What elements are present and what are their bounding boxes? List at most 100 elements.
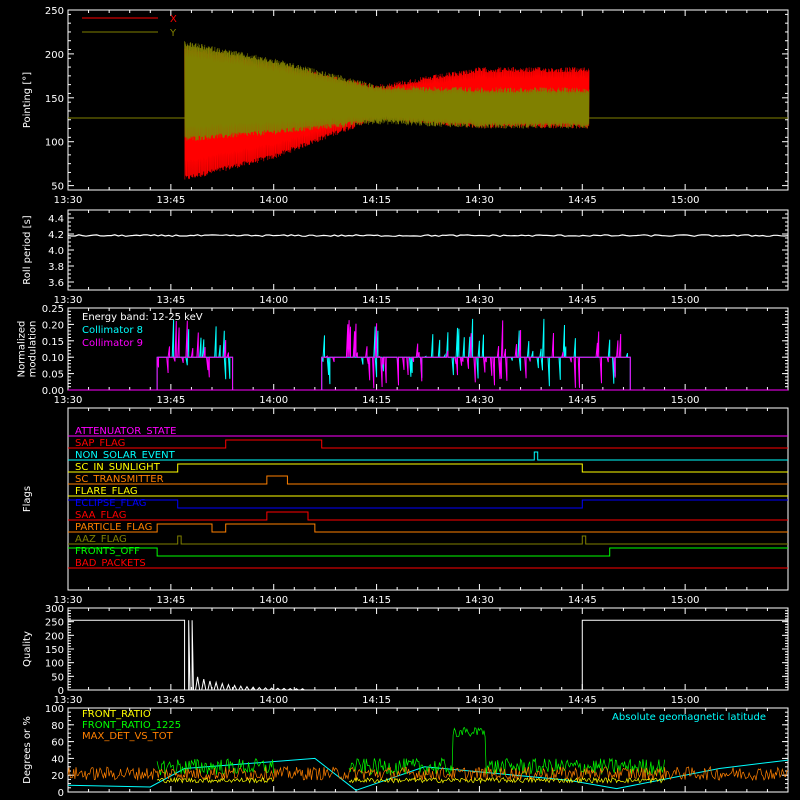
x-tick-label: 15:00 (671, 395, 700, 406)
y-tick-label: 0.20 (42, 320, 64, 331)
y-tick-label: 0 (58, 788, 64, 799)
y-axis-label: Quality (22, 631, 33, 667)
x-tick-label: 14:45 (568, 595, 597, 606)
legend-front-ratio-1225: FRONT_RATIO_1225 (82, 720, 181, 731)
flag-label-flare-flag: FLARE_FLAG (75, 486, 138, 497)
flag-line-sc-transmitter (68, 475, 788, 485)
x-tick-label: 13:30 (54, 195, 83, 206)
y-axis-label: Normalized (17, 321, 28, 378)
panel-frame (67, 407, 789, 591)
x-tick-label: 14:00 (259, 395, 288, 406)
collimator-9-line (156, 320, 234, 391)
legend-label-y: Y (169, 28, 177, 39)
x-tick-label: 14:00 (259, 295, 288, 306)
x-tick-label: 14:15 (362, 295, 391, 306)
flag-line-aaz-flag (68, 535, 788, 545)
annotation-geomagnetic-latitude: Absolute geomagnetic latitude (612, 712, 766, 723)
flag-label-fronts-off: FRONTS_OFF (75, 546, 140, 557)
x-tick-label: 14:15 (362, 395, 391, 406)
y-axis-label: Roll period [s] (22, 215, 33, 284)
legend-energy-band: Energy band: 12-25 keV (82, 312, 203, 323)
panel-modulation: 13:30 13:45 14:00 14:15 14:30 14:45 15:00 0.00 0… (17, 304, 789, 406)
y-tick-label: 3.8 (48, 262, 64, 273)
flag-label-sc-in-sunlight: SC_IN_SUNLIGHT (75, 462, 161, 473)
y-axis-label: Flags (22, 486, 33, 512)
y-tick-label: 100 (45, 704, 64, 715)
flag-line-sc-in-sunlight (68, 463, 788, 473)
y-tick-label: 0.05 (42, 370, 64, 381)
panel-pointing: 13:30 13:45 14:00 14:15 14:30 14:45 15:00 50 100… (22, 6, 789, 206)
x-tick-label: 13:45 (156, 195, 185, 206)
flag-label-attenuator-state: ATTENUATOR_STATE (75, 426, 176, 437)
y-tick-label: 20 (51, 771, 64, 782)
legend-label-x: X (170, 14, 177, 25)
y-axis-label: Degrees or % (22, 716, 33, 784)
x-tick-label: 13:45 (156, 295, 185, 306)
front-ratio-1225-line (156, 727, 665, 776)
legend-max-det-vs-tot: MAX_DET_VS_TOT (82, 731, 174, 742)
y-tick-label: 80 (51, 721, 64, 732)
roll-period-line (67, 234, 789, 238)
y-axis-label: Pointing [°] (22, 72, 33, 128)
legend-collimator-9: Collimator 9 (82, 338, 143, 349)
x-tick-label: 14:15 (362, 195, 391, 206)
y-tick-label: 0 (58, 686, 64, 697)
y-tick-label: 200 (45, 50, 64, 61)
front-ratio-line (156, 776, 665, 785)
x-tick-label: 13:45 (156, 395, 185, 406)
y-tick-label: 150 (45, 645, 64, 656)
x-tick-label: 14:45 (568, 395, 597, 406)
x-tick-label: 15:00 (671, 195, 700, 206)
quality-line (68, 619, 788, 691)
x-tick-label: 13:30 (54, 395, 83, 406)
flag-label-sap-flag: SAP_FLAG (75, 438, 125, 449)
x-tick-label: 13:45 (156, 695, 185, 706)
x-tick-label: 14:00 (259, 195, 288, 206)
x-tick-label: 13:45 (156, 595, 185, 606)
y-tick-label: 250 (45, 6, 64, 17)
flag-line-non-solar-event (68, 451, 788, 461)
collimator-9-line (321, 320, 631, 391)
flag-label-non-solar-event: NON_SOLAR_EVENT (75, 450, 176, 461)
panel-flags: 13:30 13:45 14:00 14:15 14:30 14:45 15:00 Flags… (22, 407, 789, 606)
panel-quality: 13:30 13:45 14:00 14:15 14:30 14:45 15:00 0 50 10… (22, 604, 789, 706)
y-tick-label: 0.10 (42, 353, 64, 364)
x-tick-label: 14:15 (362, 595, 391, 606)
y-tick-label: 50 (51, 672, 64, 683)
series-y-line (184, 41, 590, 141)
x-tick-label: 14:45 (568, 195, 597, 206)
panel-ratios: 0 20 40 60 80 100 Degrees or % FRONT_RATIOFRONT… (22, 704, 789, 799)
flag-label-particle-flag: PARTICLE_FLAG (75, 522, 152, 533)
legend-collimator-8: Collimator 8 (82, 325, 143, 336)
panel-frame (67, 209, 789, 291)
x-tick-label: 14:00 (259, 595, 288, 606)
x-tick-label: 14:30 (465, 395, 494, 406)
y-tick-label: 0.25 (42, 304, 64, 315)
y-tick-label: 100 (45, 659, 64, 670)
flag-line-sap-flag (68, 439, 788, 449)
y-tick-label: 40 (51, 754, 64, 765)
y-tick-label: 3.6 (48, 278, 64, 289)
y-tick-label: 50 (51, 182, 64, 193)
y-tick-label: 200 (45, 631, 64, 642)
flag-label-saa-flag: SAA_FLAG (75, 510, 126, 521)
y-tick-label: 150 (45, 94, 64, 105)
x-tick-label: 13:30 (54, 595, 83, 606)
x-tick-label: 13:30 (54, 295, 83, 306)
flag-line-eclipse-flag (68, 499, 788, 509)
x-tick-label: 15:00 (671, 595, 700, 606)
flag-label-eclipse-flag: ECLIPSE_FLAG (75, 498, 146, 509)
flag-line-fronts-off (68, 547, 788, 557)
flag-label-bad-packets: BAD_PACKETS (75, 558, 146, 569)
legend-front-ratio: FRONT_RATIO (82, 709, 151, 720)
y-tick-label: 4.0 (48, 246, 64, 257)
x-tick-label: 15:00 (671, 695, 700, 706)
y-axis-label: modulation (28, 321, 39, 378)
x-tick-label: 14:00 (259, 695, 288, 706)
x-tick-label: 14:45 (568, 295, 597, 306)
x-tick-label: 15:00 (671, 295, 700, 306)
flag-line-saa-flag (68, 511, 788, 521)
panel-frame (67, 9, 789, 191)
y-tick-label: 100 (45, 138, 64, 149)
